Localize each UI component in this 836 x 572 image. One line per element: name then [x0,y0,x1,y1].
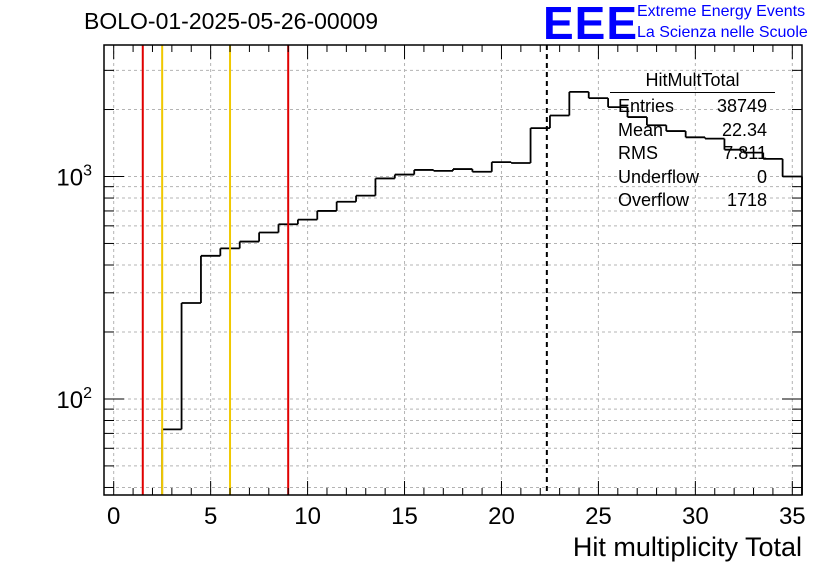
stats-row-underflow: Underflow 0 [610,166,775,190]
stats-label: RMS [618,143,658,163]
x-tick-label: 35 [779,503,806,530]
chart-title: BOLO-01-2025-05-26-00009 [84,8,379,34]
x-tick-label: 0 [107,503,120,530]
x-tick-label: 10 [294,503,321,530]
grid-lines [104,45,802,495]
stats-row-entries: Entries 38749 [610,95,775,119]
axis-labels: 0 5 10 15 20 25 30 35 102 103 [56,162,805,530]
stats-value: 0 [756,166,767,187]
stats-label: Mean [618,119,664,140]
stats-label: Overflow [618,190,690,210]
stats-row-rms: RMS 7.811 [610,142,775,166]
eee-logo: EEE [543,0,639,49]
stats-value: 7.811 [723,143,767,163]
logo-text-line1: Extreme Energy Events [637,3,806,20]
stats-value: 1718 [726,190,767,210]
data-layer [141,45,803,495]
stats-box: HitMultTotal Entries 38749 Mean 22.34 RM… [610,70,775,213]
x-tick-label: 20 [488,503,515,530]
stats-title: HitMultTotal [610,70,775,93]
y-tick-label: 103 [56,162,92,191]
x-axis-label: Hit multiplicity Total [572,532,802,562]
plot-frame [103,44,803,496]
stats-label: Underflow [618,166,700,187]
x-tick-label: 5 [204,503,217,530]
x-tick-label: 25 [585,503,612,530]
stats-row-overflow: Overflow 1718 [610,189,775,213]
y-tick-label: 102 [56,385,92,414]
stats-row-mean: Mean 22.34 [610,119,775,143]
x-tick-label: 30 [682,503,709,530]
stats-value: 38749 [716,96,767,116]
stats-value: 22.34 [721,119,767,140]
x-tick-label: 15 [391,503,418,530]
axis-ticks [104,45,802,495]
logo-text-line2: La Scienza nelle Scuole [637,24,808,41]
stats-label: Entries [618,96,675,116]
